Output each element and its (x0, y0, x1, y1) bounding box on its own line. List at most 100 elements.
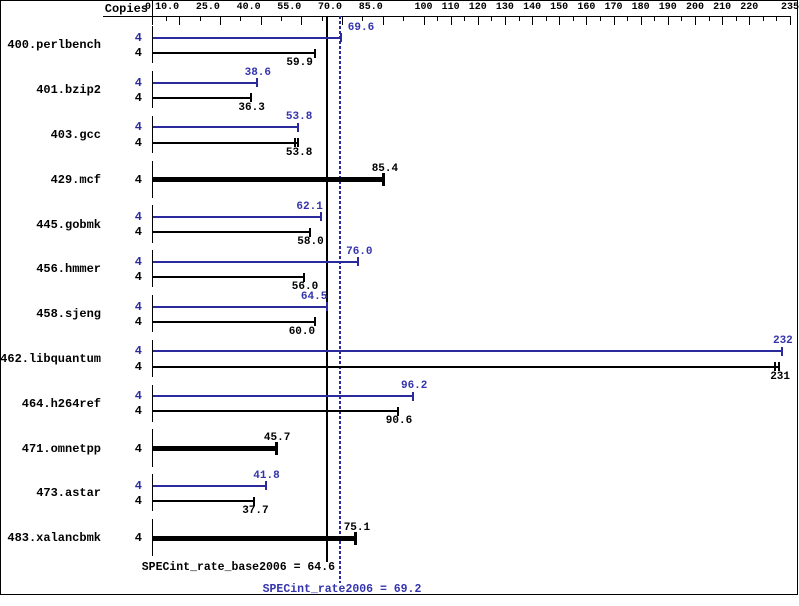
base-value-label: 85.4 (371, 163, 399, 176)
benchmark-label: 456.hmmer (36, 262, 101, 277)
peak-value-label: 232 (772, 335, 793, 348)
peak-value-label: 96.2 (400, 380, 428, 393)
axis-tick-label: 55.0 (277, 2, 302, 13)
peak-bar-endcap (780, 346, 783, 356)
benchmark-label: 458.sjeng (36, 307, 101, 322)
copies-value: 4 (134, 46, 142, 60)
axis-major-tick (450, 16, 452, 25)
copies-value: 4 (134, 30, 142, 45)
axis-minor-tick (165, 16, 167, 21)
axis-tick-label: 170 (604, 2, 623, 13)
copies-value: 4 (134, 270, 142, 284)
axis-minor-tick (735, 16, 737, 21)
base-bar-endcap (313, 48, 316, 58)
axis-major-tick (504, 16, 506, 25)
peak-bar (153, 81, 257, 84)
base-value-label: 60.0 (288, 325, 316, 338)
copies-value: 4 (134, 299, 142, 314)
x-axis-origin-line (152, 0, 153, 25)
axis-major-tick (532, 16, 534, 25)
copies-header: Copies (104, 2, 148, 16)
peak-value-label: 53.8 (285, 111, 313, 124)
axis-minor-tick (281, 16, 282, 21)
base-value-label: 56.0 (291, 281, 319, 293)
axis-tick-label: 140 (523, 2, 542, 13)
axis-major-tick (382, 16, 384, 25)
copies-value: 4 (134, 254, 142, 269)
axis-major-tick (477, 16, 479, 25)
axis-major-tick (667, 16, 669, 25)
copies-value: 4 (134, 478, 142, 493)
group-baseline (152, 160, 153, 198)
axis-minor-tick (708, 16, 710, 21)
copies-value: 4 (134, 531, 142, 546)
group-baseline (152, 474, 153, 512)
base-mean-label: SPECint_rate_base2006 = 64.6 (141, 561, 335, 574)
base-bar-endcap (303, 272, 305, 282)
base-mean-line (326, 16, 329, 562)
base-run-tick (293, 138, 296, 148)
benchmark-label: 429.mcf (50, 172, 101, 187)
base-value-label: 36.3 (238, 101, 265, 114)
peak-bar (153, 350, 782, 353)
axis-major-tick (342, 16, 343, 25)
base-bar-endcap (249, 93, 252, 103)
base-bar (153, 52, 315, 54)
axis-minor-tick (437, 16, 439, 21)
peak-mean-line (338, 16, 341, 583)
axis-minor-tick (654, 16, 656, 21)
axis-major-tick (722, 16, 724, 25)
benchmark-label: 403.gcc (50, 128, 101, 142)
axis-tick-label: 120 (468, 2, 487, 13)
axis-major-tick (586, 16, 588, 25)
base-bar (153, 177, 384, 183)
base-value-label: 58.0 (297, 236, 324, 249)
axis-minor-tick (762, 16, 764, 21)
peak-bar-endcap (319, 212, 322, 222)
axis-tick-label: 0 (144, 2, 151, 13)
base-bar (153, 410, 398, 413)
copies-value: 4 (134, 441, 142, 456)
base-bar (153, 365, 780, 368)
base-bar (153, 141, 299, 144)
base-bar (153, 96, 251, 99)
peak-value-label: 62.1 (296, 200, 323, 213)
base-run-tick (773, 362, 776, 372)
peak-bar-endcap (297, 122, 300, 132)
axis-minor-tick (572, 16, 574, 21)
group-baseline (152, 519, 153, 557)
axis-minor-tick (491, 16, 493, 21)
peak-bar (153, 305, 328, 308)
copies-value: 4 (134, 344, 142, 359)
base-bar-endcap (308, 227, 311, 237)
peak-bar-endcap (340, 33, 342, 43)
base-bar (153, 446, 277, 451)
axis-minor-tick (321, 16, 323, 21)
group-baseline (152, 295, 153, 333)
axis-tick-label: 100 (414, 2, 433, 13)
peak-bar (153, 260, 359, 263)
axis-major-tick (219, 16, 221, 25)
group-baseline (152, 115, 153, 154)
base-value-label: 37.7 (242, 505, 269, 517)
axis-tick-label: 190 (658, 2, 677, 13)
benchmark-label: 445.gobmk (36, 217, 101, 232)
peak-value-label: 41.8 (253, 469, 280, 482)
axis-tick-label: 130 (495, 2, 514, 13)
peak-value-label: 69.6 (347, 21, 375, 34)
peak-bar-endcap (264, 481, 267, 491)
benchmark-label: 462.libquantum (0, 352, 101, 366)
peak-bar-endcap (255, 78, 258, 87)
axis-minor-tick (518, 16, 520, 21)
copies-value: 4 (134, 172, 142, 187)
peak-bar (153, 395, 414, 398)
axis-tick-label: 220 (740, 2, 759, 13)
peak-bar-endcap (412, 391, 415, 401)
axis-minor-tick (240, 16, 242, 21)
axis-major-tick (749, 16, 751, 25)
copies-value: 4 (134, 209, 142, 224)
axis-minor-tick (627, 16, 629, 21)
peak-bar (153, 484, 266, 487)
axis-tick-label: 25.0 (195, 2, 220, 13)
base-bar-endcap (397, 406, 399, 416)
